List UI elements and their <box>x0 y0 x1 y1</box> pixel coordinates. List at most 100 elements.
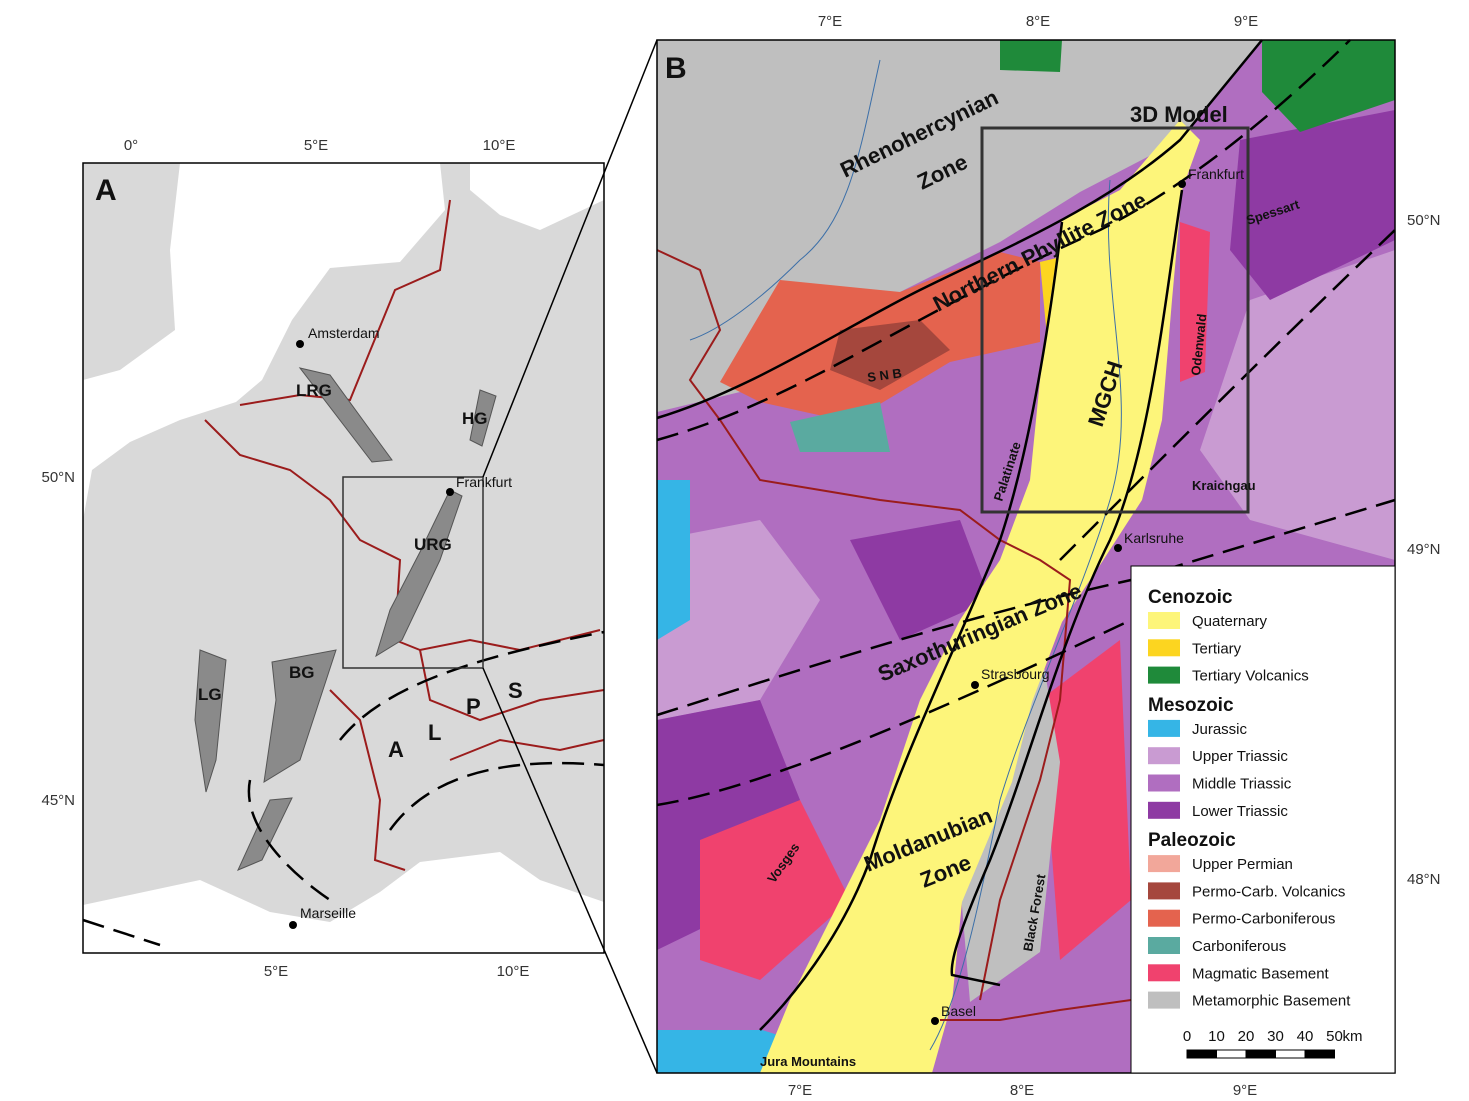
map-shape <box>656 249 1072 1001</box>
map-label: 50°N <box>41 469 75 486</box>
scale-label: 0 <box>1183 1028 1191 1045</box>
map-shape <box>1178 180 1186 188</box>
map-shape <box>237 797 293 871</box>
map-label: 48°N <box>1407 871 1441 888</box>
legend-swatch <box>1148 612 1180 629</box>
map-label: 5°E <box>304 137 328 154</box>
map-shape <box>830 320 950 390</box>
map-shape <box>656 39 1263 420</box>
map-label: URG <box>414 535 452 554</box>
scale-segment <box>1186 1049 1217 1059</box>
map-label: Odenwald <box>1188 313 1209 376</box>
map-shape <box>449 738 605 761</box>
map-shape <box>342 476 484 669</box>
map-label: P <box>466 694 481 719</box>
scale-unit: km <box>1343 1028 1363 1045</box>
map-label: 3D Model <box>1130 102 1228 127</box>
map-shape <box>204 419 601 652</box>
map-shape <box>759 221 1064 1031</box>
map-shape <box>657 520 820 720</box>
map-shape <box>1059 229 1396 561</box>
legend-swatch <box>1148 964 1180 982</box>
map-label: BG <box>289 663 315 682</box>
map-shape <box>82 630 605 947</box>
legend-label: Carboniferous <box>1192 938 1286 955</box>
map-shape <box>931 1017 939 1025</box>
legend-swatch <box>1148 909 1180 927</box>
legend: Cenozoic Quaternary Tertiary Tertiary Volca… <box>1130 565 1396 1074</box>
map-shape <box>790 402 890 452</box>
map-shape <box>329 689 406 871</box>
map-label: Amsterdam <box>308 325 380 341</box>
legend-swatch <box>1148 747 1180 765</box>
map-label: 45°N <box>41 792 75 809</box>
map-shape <box>689 59 881 341</box>
map-shape <box>980 126 1250 514</box>
map-label: 10°E <box>483 137 516 154</box>
map-label: Kraichgau <box>1192 478 1256 493</box>
map-shape <box>1180 222 1210 382</box>
map-shape <box>263 649 337 783</box>
map-shape <box>657 480 690 640</box>
scale-label: 30 <box>1267 1028 1284 1045</box>
scale-segment <box>1304 1049 1335 1059</box>
map-shape <box>1114 544 1122 552</box>
scale-label: 10 <box>1208 1028 1225 1045</box>
map-shape <box>656 39 1396 1074</box>
panel-b: B 7°E 8°E 9°E 7°E 8°E 9°E 50°N 49°N 48°N… <box>656 13 1441 1099</box>
map-shape <box>1262 40 1395 132</box>
map-label: 0° <box>124 137 138 154</box>
map-label: 5°E <box>264 963 288 980</box>
map-label: B <box>665 52 687 85</box>
legend-label: Metamorphic Basement <box>1192 993 1351 1010</box>
scale-segment <box>1216 1049 1247 1059</box>
map-shape <box>82 162 605 954</box>
legend-label: Lower Triassic <box>1192 803 1288 820</box>
map-label: 10°E <box>497 963 530 980</box>
legend-swatch <box>1148 991 1180 1009</box>
map-shape <box>1230 110 1395 300</box>
map-shape <box>656 578 1132 717</box>
legend-swatch <box>1148 855 1180 873</box>
map-shape <box>296 340 304 348</box>
map-label: Jura Mountains <box>760 1054 856 1069</box>
map-shape <box>482 39 658 478</box>
scale-segment <box>1275 1049 1306 1059</box>
legend-label: Permo-Carb. Volcanics <box>1192 883 1345 900</box>
legend-swatch <box>1148 882 1180 900</box>
map-label: S <box>508 678 523 703</box>
map-shape <box>656 618 1132 807</box>
legend-swatch <box>1148 801 1180 819</box>
legend-label: Middle Triassic <box>1192 776 1292 793</box>
legend-label: Jurassic <box>1192 721 1248 738</box>
map-shape <box>470 163 604 230</box>
map-label: Frankfurt <box>1188 166 1244 182</box>
scale-label: 50 <box>1326 1028 1343 1045</box>
map-label: L <box>428 720 441 745</box>
map-shape <box>850 520 990 640</box>
legend-swatch <box>1148 666 1180 684</box>
map-shape <box>289 921 297 929</box>
map-shape <box>700 800 850 980</box>
legend-swatch <box>1148 639 1180 657</box>
map-label: 9°E <box>1233 1082 1257 1099</box>
map-shape <box>194 649 227 793</box>
legend-label: Magmatic Basement <box>1192 965 1330 982</box>
map-label: 7°E <box>818 13 842 30</box>
map-shape <box>760 120 1200 1073</box>
map-shape <box>446 488 454 496</box>
map-shape <box>83 163 445 520</box>
map-shape <box>83 852 604 953</box>
map-shape <box>940 999 1132 1021</box>
map-shape <box>375 489 463 658</box>
legend-label: Permo-Carboniferous <box>1192 911 1335 928</box>
map-label: LRG <box>296 381 332 400</box>
map-shape <box>419 649 605 722</box>
legend-label: Upper Triassic <box>1192 748 1288 765</box>
map-label: Karlsruhe <box>1124 530 1184 546</box>
map-label: 8°E <box>1026 13 1050 30</box>
map-shape <box>469 389 497 447</box>
legend-group-title: Paleozoic <box>1148 830 1236 851</box>
map-label: 50°N <box>1407 212 1441 229</box>
